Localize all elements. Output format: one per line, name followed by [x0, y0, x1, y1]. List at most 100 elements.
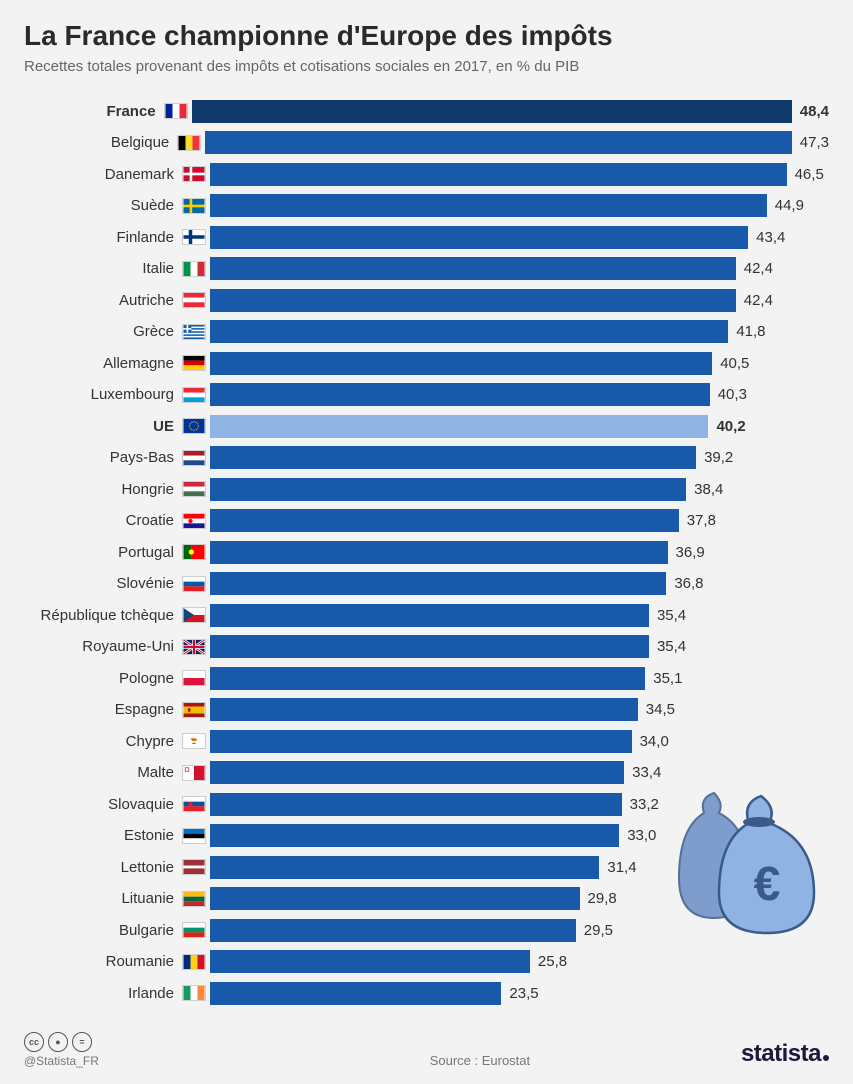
country-label: Suède: [24, 197, 182, 214]
bar-container: 23,5: [210, 982, 829, 1005]
bar-value: 48,4: [800, 103, 829, 120]
country-label: Lituanie: [24, 890, 182, 907]
bar-value: 25,8: [538, 953, 567, 970]
bar: [210, 572, 666, 595]
bar-container: 47,3: [205, 131, 829, 154]
chart-row: République tchèque35,4: [24, 601, 829, 630]
cc-license-icons: cc ● =: [24, 1032, 99, 1052]
bar: [210, 352, 712, 375]
bar-container: 25,8: [210, 950, 829, 973]
bar-value: 43,4: [756, 229, 785, 246]
chart-row: Grèce 41,8: [24, 318, 829, 347]
bar-value: 44,9: [775, 197, 804, 214]
bar-container: 37,8: [210, 509, 829, 532]
bar: [192, 100, 792, 123]
country-label: Pologne: [24, 670, 182, 687]
bar-container: 35,4: [210, 635, 829, 658]
country-label: Slovénie: [24, 575, 182, 592]
country-label: Italie: [24, 260, 182, 277]
country-label: Allemagne: [24, 355, 182, 372]
country-label: Slovaquie: [24, 796, 182, 813]
bar-value: 33,0: [627, 827, 656, 844]
chart-row: Portugal 36,9: [24, 538, 829, 567]
bar-container: 38,4: [210, 478, 829, 501]
country-label: Grèce: [24, 323, 182, 340]
bar-value: 37,8: [687, 512, 716, 529]
chart-row: Chypre 34,0: [24, 727, 829, 756]
chart-row: Espagne 34,5: [24, 696, 829, 725]
chart-row: Royaume-Uni 35,4: [24, 633, 829, 662]
bar-container: 40,3: [210, 383, 829, 406]
bar-value: 41,8: [736, 323, 765, 340]
bar-value: 35,1: [653, 670, 682, 687]
chart-subtitle: Recettes totales provenant des impôts et…: [24, 58, 829, 75]
bar: [210, 478, 686, 501]
chart-title: La France championne d'Europe des impôts: [24, 20, 829, 52]
bar-container: 42,4: [210, 257, 829, 280]
bar-value: 29,8: [588, 890, 617, 907]
bar-value: 23,5: [509, 985, 538, 1002]
country-label: Espagne: [24, 701, 182, 718]
country-label: Finlande: [24, 229, 182, 246]
chart-row: Slovénie36,8: [24, 570, 829, 599]
bar-container: 43,4: [210, 226, 829, 249]
bar: [210, 982, 501, 1005]
bar-container: 36,9: [210, 541, 829, 564]
country-label: France: [24, 103, 164, 120]
chart-row: Pologne 35,1: [24, 664, 829, 693]
bar-value: 29,5: [584, 922, 613, 939]
bar: [210, 635, 649, 658]
bar: [210, 541, 668, 564]
chart-row: Finlande 43,4: [24, 223, 829, 252]
bar-container: 40,5: [210, 352, 829, 375]
bar: [210, 163, 787, 186]
country-label: Royaume-Uni: [24, 638, 182, 655]
chart-row: Hongrie 38,4: [24, 475, 829, 504]
money-bags-icon: €: [669, 778, 819, 938]
bar-value: 40,3: [718, 386, 747, 403]
bar-value: 31,4: [607, 859, 636, 876]
country-label: Danemark: [24, 166, 182, 183]
statista-logo: statista: [741, 1040, 829, 1068]
country-label: UE: [24, 418, 182, 435]
bar-container: 42,4: [210, 289, 829, 312]
bar: [210, 761, 624, 784]
bar: [210, 194, 767, 217]
bar-container: 40,2: [210, 415, 829, 438]
bar: [210, 446, 696, 469]
bar-value: 47,3: [800, 134, 829, 151]
bar: [210, 793, 622, 816]
bar-container: 46,5: [210, 163, 829, 186]
chart-row: Allemagne 40,5: [24, 349, 829, 378]
bar-value: 36,9: [676, 544, 705, 561]
bar: [210, 289, 736, 312]
bar-value: 40,5: [720, 355, 749, 372]
bar: [210, 950, 530, 973]
bar-value: 40,2: [716, 418, 745, 435]
bar: [210, 824, 619, 847]
country-label: Chypre: [24, 733, 182, 750]
bar: [210, 509, 679, 532]
cc-nd-icon: =: [72, 1032, 92, 1052]
country-label: Malte: [24, 764, 182, 781]
bar: [210, 698, 638, 721]
bar-value: 34,0: [640, 733, 669, 750]
chart-row: Roumanie25,8: [24, 948, 829, 977]
country-label: Belgique: [24, 134, 177, 151]
bar-value: 34,5: [646, 701, 675, 718]
chart-row: Pays-Bas39,2: [24, 444, 829, 473]
bar: [210, 415, 708, 438]
bar-value: 42,4: [744, 292, 773, 309]
bar: [210, 887, 580, 910]
chart-row: UE 40,2: [24, 412, 829, 441]
footer: cc ● = @Statista_FR Source : Eurostat st…: [24, 1032, 829, 1068]
svg-text:€: €: [754, 858, 781, 911]
bar-value: 39,2: [704, 449, 733, 466]
bar: [205, 131, 792, 154]
bar: [210, 383, 710, 406]
bar-value: 46,5: [795, 166, 824, 183]
bar-container: 48,4: [192, 100, 829, 123]
bar: [210, 320, 728, 343]
country-label: Portugal: [24, 544, 182, 561]
country-label: Hongrie: [24, 481, 182, 498]
